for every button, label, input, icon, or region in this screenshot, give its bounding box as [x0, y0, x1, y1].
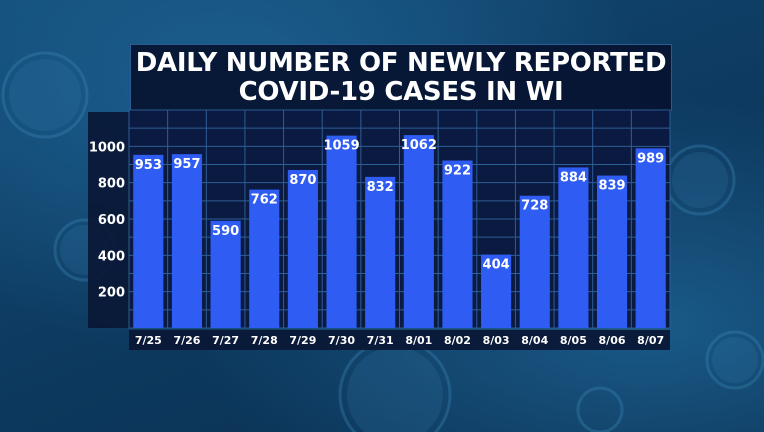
data-label: 590: [212, 224, 239, 239]
y-tick-label: 200: [98, 286, 125, 301]
bar-8-05: [558, 167, 589, 328]
y-axis-ticks: 200 400 600 800 1000: [89, 140, 125, 300]
y-tick-label: 400: [98, 249, 125, 264]
data-label: 957: [173, 157, 200, 172]
data-label: 404: [483, 258, 510, 273]
y-tick-label: 600: [98, 213, 125, 228]
chart-title-panel: DAILY NUMBER OF NEWLY REPORTED COVID-19 …: [130, 44, 672, 111]
bars: [133, 135, 666, 328]
data-label: 1059: [323, 139, 359, 154]
x-tick-label: 8/05: [560, 334, 587, 347]
bar-7-29: [287, 169, 318, 328]
x-tick-label: 8/04: [521, 334, 548, 347]
virus-icon: [1, 51, 89, 139]
virus-icon: [705, 330, 764, 390]
x-tick-label: 7/30: [328, 334, 355, 347]
bar-8-04: [519, 195, 550, 328]
bar-8-01: [403, 135, 434, 328]
bar-8-07: [635, 148, 666, 328]
bar-7-26: [171, 154, 203, 328]
x-tick-label: 7/27: [212, 334, 239, 347]
data-label: 728: [521, 199, 548, 214]
data-label: 839: [598, 179, 625, 194]
bar-7-31: [365, 176, 396, 328]
bar-8-03: [481, 254, 512, 328]
y-tick-label: 800: [98, 177, 125, 192]
bar-7-25: [133, 154, 164, 328]
virus-icon: [576, 386, 624, 432]
chart-title-line-1: DAILY NUMBER OF NEWLY REPORTED: [135, 48, 667, 78]
data-label: 922: [444, 164, 471, 179]
data-labels: 953 957 590 762 870 1059 832 1062 922 404 728 884 83…: [135, 138, 664, 273]
bar-7-28: [249, 189, 280, 328]
x-tick-label: 7/26: [173, 334, 200, 347]
bar-7-30: [326, 135, 357, 328]
data-label: 884: [560, 170, 587, 185]
chart-title-line-2: COVID-19 CASES IN WI: [238, 77, 564, 107]
x-axis-ticks: 7/25 7/26 7/27 7/28 7/29 7/30 7/31 8/01 8/02 8/03…: [135, 334, 664, 347]
data-label: 762: [251, 193, 278, 208]
data-label: 832: [367, 180, 394, 195]
x-tick-label: 8/06: [599, 334, 626, 347]
x-axis-strip: [129, 330, 670, 350]
x-tick-label: 8/07: [637, 334, 664, 347]
data-label: 953: [135, 158, 162, 173]
data-label: 989: [637, 151, 664, 166]
x-tick-label: 7/29: [289, 334, 316, 347]
x-tick-label: 7/25: [135, 334, 162, 347]
x-tick-label: 8/03: [483, 334, 510, 347]
bar-8-06: [596, 175, 628, 328]
x-tick-label: 7/31: [367, 334, 394, 347]
bar-7-27: [210, 220, 241, 328]
x-tick-label: 8/02: [444, 334, 471, 347]
y-tick-label: 1000: [89, 140, 125, 155]
y-axis-panel: [88, 112, 129, 328]
x-tick-label: 8/01: [405, 334, 432, 347]
x-tick-label: 7/28: [251, 334, 278, 347]
bar-8-02: [442, 160, 473, 328]
data-label: 1062: [401, 138, 437, 153]
data-label: 870: [289, 173, 316, 188]
